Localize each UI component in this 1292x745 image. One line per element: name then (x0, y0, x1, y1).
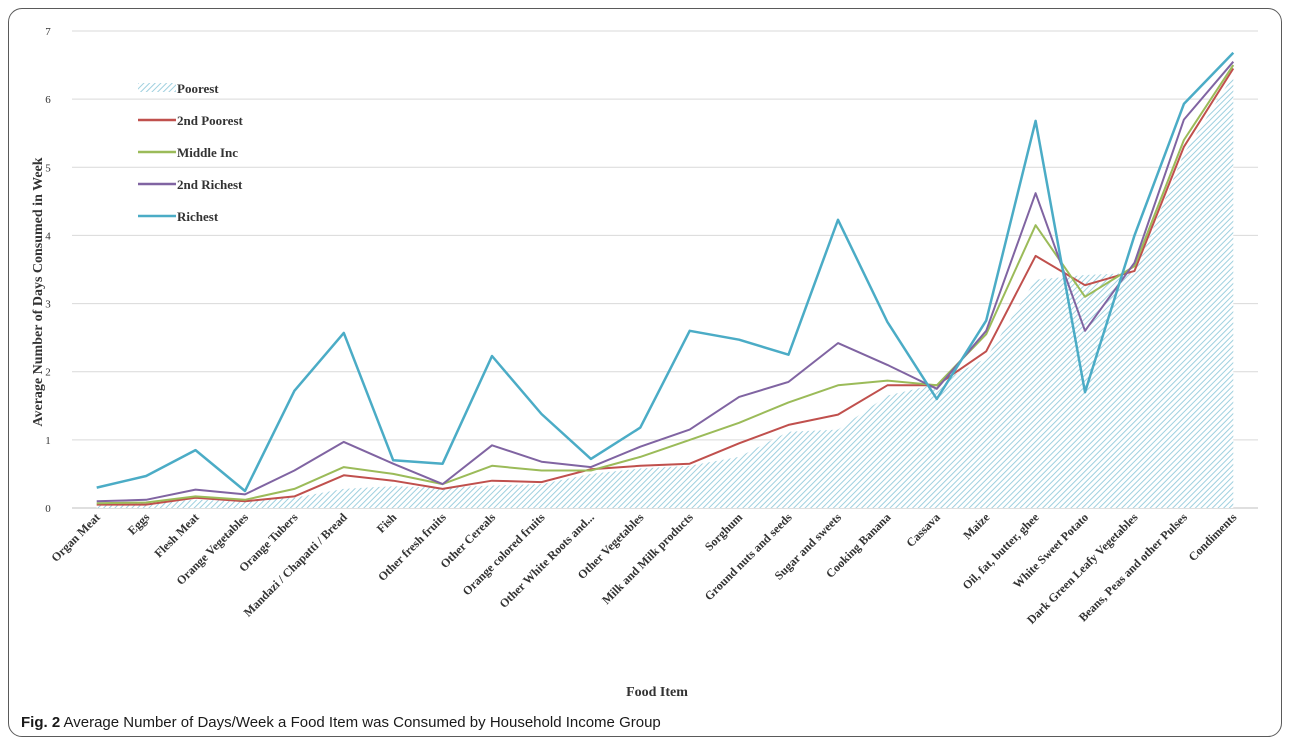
y-tick-label: 1 (45, 435, 51, 447)
y-tick-label: 7 (45, 26, 51, 38)
series-line-richest (96, 51, 1235, 493)
series-line-middle-inc (96, 64, 1235, 505)
y-axis-label: Average Number of Days Consumed in Week (31, 157, 46, 426)
x-tick-label: Mandazi / Chapatti / Bread (241, 510, 350, 619)
y-tick-label: 6 (45, 94, 51, 106)
x-tick-label: Sorghum (702, 510, 745, 553)
y-axis-ticks: 0 1 2 3 4 5 6 7 (45, 26, 51, 515)
x-tick-label: Cassava (903, 510, 943, 550)
legend-middle-inc-label: Middle Inc (177, 145, 238, 160)
x-tick-label: Condiments (1186, 510, 1240, 564)
x-tick-label: Eggs (125, 510, 153, 538)
series-area-poorest (96, 75, 1234, 509)
x-tick-label: Orange colored fruits (460, 510, 548, 598)
x-tick-label: Other White Roots and... (496, 510, 597, 611)
figure-caption: Fig. 2 Average Number of Days/Week a Foo… (21, 714, 661, 731)
legend-2nd-richest-label: 2nd Richest (177, 177, 243, 192)
y-tick-label: 3 (45, 299, 51, 311)
y-tick-label: 5 (45, 162, 51, 174)
x-tick-label: Organ Meat (48, 510, 102, 564)
legend: Poorest 2nd Poorest Middle Inc 2nd Richest R… (138, 81, 244, 224)
y-tick-label: 2 (45, 367, 51, 379)
y-tick-label: 0 (45, 503, 51, 515)
legend-poorest-label: Poorest (177, 81, 219, 96)
legend-poorest-swatch (138, 83, 176, 92)
y-tick-label: 4 (45, 230, 51, 242)
x-tick-label: Ground nuts and seeds (702, 510, 795, 603)
figure-label: Fig. 2 (21, 714, 61, 731)
figure-caption-text: Average Number of Days/Week a Food Item … (63, 714, 661, 731)
x-tick-label: Milk and Milk products (599, 510, 696, 607)
line-series (96, 51, 1235, 506)
legend-2nd-poorest-label: 2nd Poorest (177, 113, 244, 128)
x-tick-label: Maize (960, 510, 993, 543)
series-line-2nd-poorest (96, 67, 1235, 506)
legend-richest-label: Richest (177, 209, 219, 224)
series-line-2nd-richest (96, 61, 1235, 503)
area-series (96, 75, 1234, 509)
x-axis-label: Food Item (626, 685, 688, 700)
x-tick-label: Flesh Meat (151, 510, 201, 560)
x-tick-label: Fish (374, 510, 400, 536)
